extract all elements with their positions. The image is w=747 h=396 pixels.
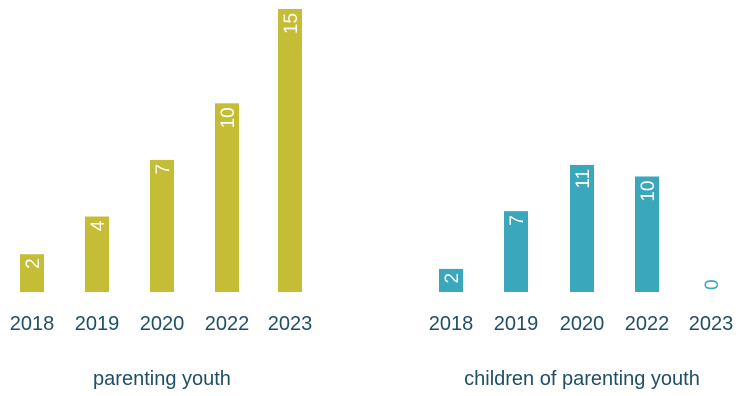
x-tick-label: 2022 <box>625 313 670 335</box>
bar-2018 <box>439 268 463 292</box>
bar-2020 <box>570 164 594 292</box>
chart-panel-2: 2 2018 7 2019 11 2020 10 2022 0 2023 children of p… <box>429 164 734 390</box>
x-axis-label: children of parenting youth <box>464 368 700 390</box>
value-label-2022: 10 <box>638 181 659 202</box>
x-tick-label: 2023 <box>689 313 734 335</box>
value-label-2020: 11 <box>573 169 594 189</box>
x-tick-label: 2019 <box>75 313 120 335</box>
value-label-2020: 7 <box>153 164 174 175</box>
x-tick-label: 2022 <box>205 313 250 335</box>
x-axis-label: parenting youth <box>93 368 231 390</box>
x-tick-label: 2018 <box>10 313 55 335</box>
bar-2023 <box>278 8 302 292</box>
bar-2018 <box>20 254 44 292</box>
chart-panel-1: 2 2018 4 2019 7 2020 10 2022 15 2023 parenting you… <box>10 8 313 390</box>
x-tick-label: 2023 <box>268 313 313 335</box>
bar-2019 <box>85 216 109 292</box>
value-label-2022: 10 <box>218 107 239 128</box>
value-label-2023: 15 <box>281 13 302 34</box>
value-label-2019: 7 <box>507 215 528 226</box>
value-label-2023: 0 <box>702 279 723 290</box>
x-tick-label: 2020 <box>560 313 605 335</box>
value-label-2018: 2 <box>23 258 44 269</box>
bar-2020 <box>150 159 174 292</box>
bar-2019 <box>504 211 528 292</box>
x-tick-label: 2018 <box>429 313 474 335</box>
x-tick-label: 2019 <box>494 313 539 335</box>
x-tick-label: 2020 <box>140 313 185 335</box>
value-label-2019: 4 <box>88 220 109 231</box>
bar-2022 <box>215 103 239 292</box>
bar-2022 <box>635 176 659 292</box>
value-label-2018: 2 <box>442 273 463 284</box>
